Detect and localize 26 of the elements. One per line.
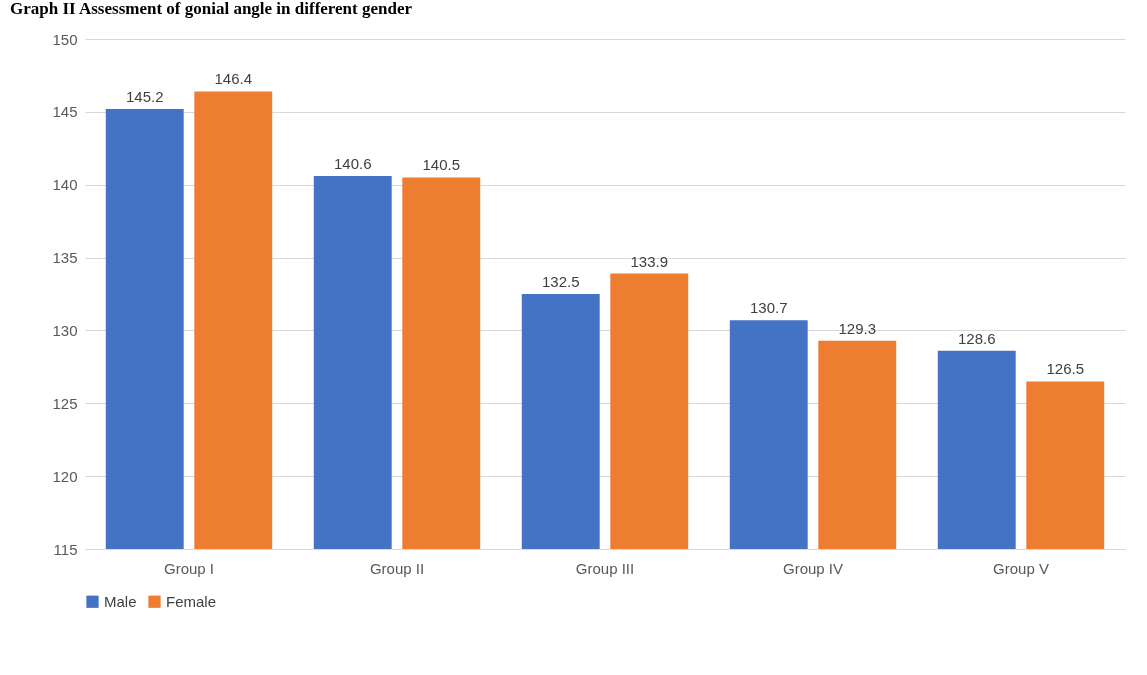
y-tick-label: 115 [53, 540, 78, 558]
x-tick-label: Group V [993, 559, 1049, 577]
y-tick-label: 140 [52, 176, 78, 194]
x-tick-label: Group II [369, 559, 425, 577]
y-tick-label: 120 [52, 467, 78, 485]
data-label: 140.6 [333, 154, 372, 172]
y-tick-label: 130 [52, 321, 78, 339]
x-tick-label: Group I [163, 559, 215, 577]
y-tick-label: 135 [52, 249, 78, 267]
data-label: 140.5 [422, 156, 461, 174]
chart-title: Graph II Assessment of gonial angle in different gender [10, 0, 413, 18]
x-tick-label: Group III [575, 559, 635, 577]
data-label: 133.9 [630, 252, 669, 270]
data-label: 145.2 [125, 87, 164, 105]
y-tick-label: 125 [52, 394, 78, 412]
data-label: 132.5 [541, 273, 580, 290]
data-label: 126.5 [1046, 360, 1085, 378]
x-tick-label: Group IV [782, 559, 844, 577]
y-tick-label: 145 [52, 103, 78, 121]
legend-label: Female [166, 592, 217, 610]
data-label: 130.7 [749, 299, 788, 317]
y-tick-label: 150 [52, 30, 78, 48]
legend-label: Male [104, 592, 137, 610]
data-label: 128.6 [957, 329, 996, 347]
data-label: 129.3 [838, 319, 877, 337]
data-label: 146.4 [214, 70, 253, 88]
